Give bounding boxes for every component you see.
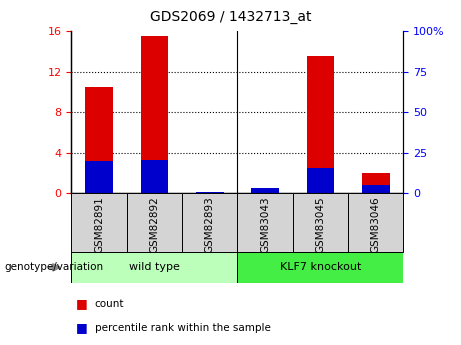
- Bar: [251, 188, 279, 193]
- Text: count: count: [95, 299, 124, 308]
- Text: GSM83045: GSM83045: [315, 196, 325, 253]
- Bar: [251, 188, 279, 193]
- Text: GSM82891: GSM82891: [94, 196, 104, 253]
- Bar: [237, 193, 293, 252]
- Bar: [141, 160, 168, 193]
- Bar: [127, 193, 182, 252]
- Bar: [182, 193, 237, 252]
- Text: GSM83046: GSM83046: [371, 196, 381, 253]
- Text: GSM82892: GSM82892: [149, 196, 160, 253]
- Text: GSM83043: GSM83043: [260, 196, 270, 253]
- Text: percentile rank within the sample: percentile rank within the sample: [95, 323, 271, 333]
- Bar: [362, 185, 390, 193]
- Text: genotype/variation: genotype/variation: [5, 263, 104, 272]
- Bar: [196, 192, 224, 193]
- Text: GDS2069 / 1432713_at: GDS2069 / 1432713_at: [150, 10, 311, 24]
- Text: KLF7 knockout: KLF7 knockout: [280, 263, 361, 272]
- Bar: [293, 193, 348, 252]
- Bar: [237, 252, 403, 283]
- Bar: [85, 161, 113, 193]
- Text: ■: ■: [76, 321, 88, 334]
- Text: ■: ■: [76, 297, 88, 310]
- Bar: [348, 193, 403, 252]
- Text: wild type: wild type: [129, 263, 180, 272]
- Bar: [85, 87, 113, 193]
- Bar: [71, 193, 127, 252]
- Bar: [307, 168, 334, 193]
- Bar: [141, 36, 168, 193]
- Bar: [362, 173, 390, 193]
- Bar: [71, 252, 237, 283]
- Text: GSM82893: GSM82893: [205, 196, 215, 253]
- Bar: [307, 56, 334, 193]
